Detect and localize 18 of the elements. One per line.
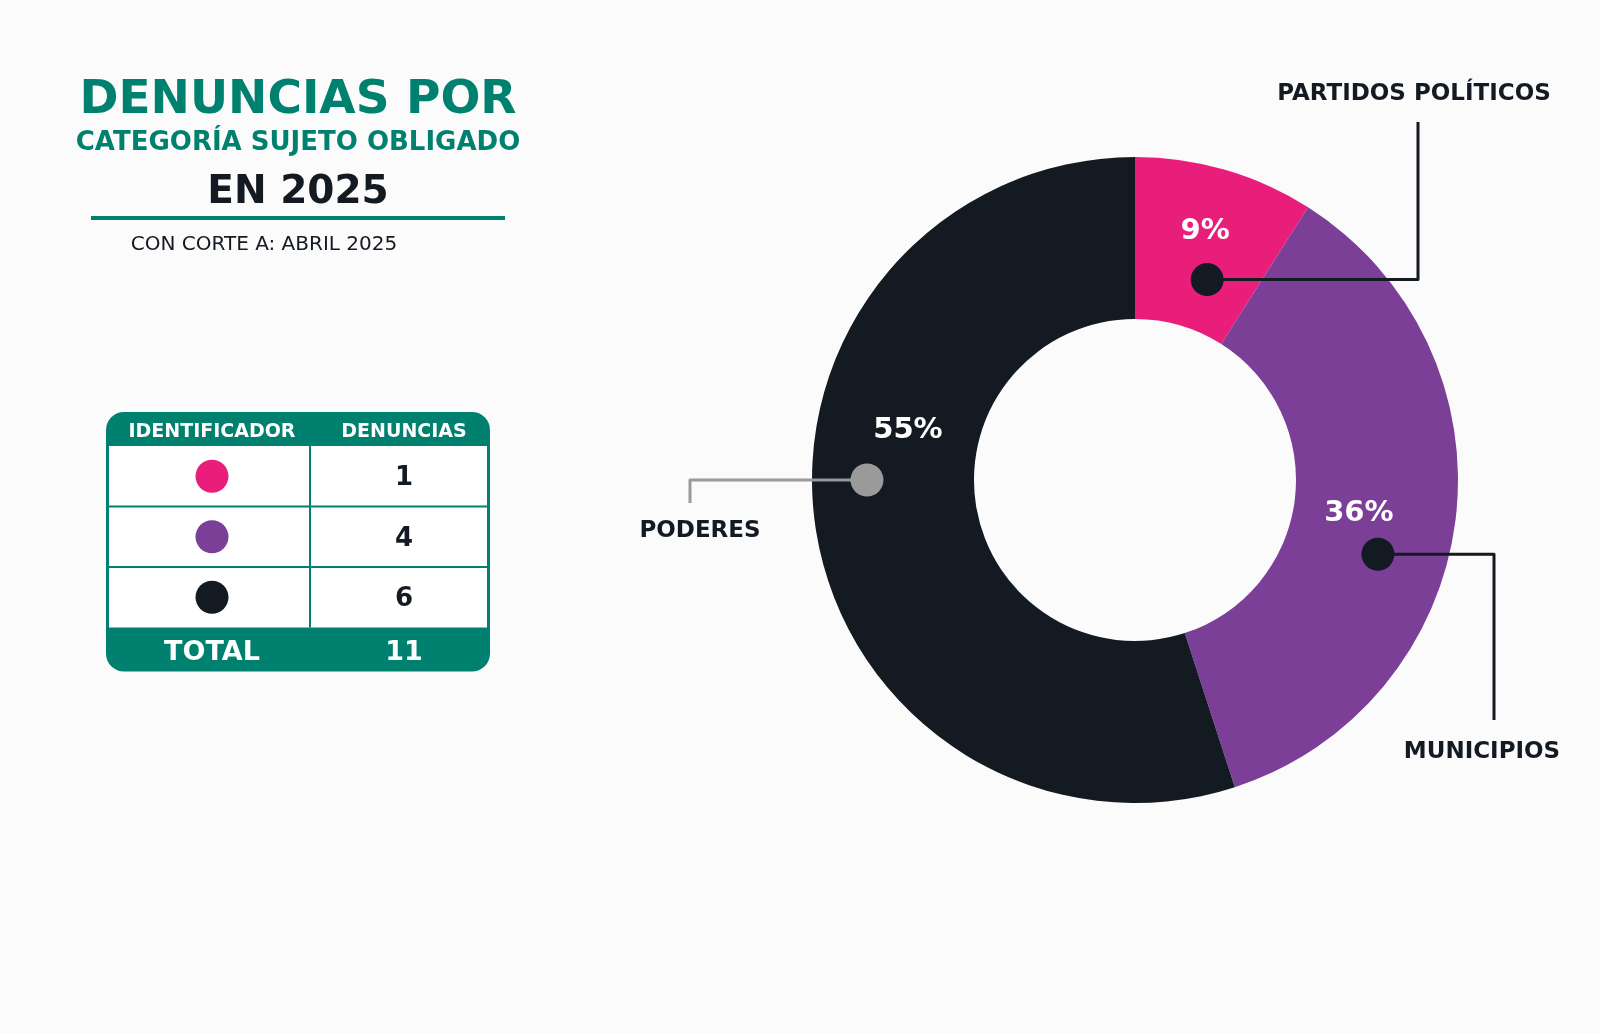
text: IDENTIFICADOR (128, 419, 296, 441)
slice-label: PARTIDOS POLÍTICOS (1277, 78, 1551, 105)
chart-title: DENUNCIAS POR CATEGORÍA SUJETO OBLIGADO (75, 69, 521, 156)
text: 6 (394, 582, 414, 613)
data-label: 9% (1180, 211, 1230, 246)
data-label: 55% (873, 410, 943, 445)
slice-label: PODERES (639, 516, 761, 542)
text: TOTAL (164, 634, 260, 666)
text: 1 (394, 461, 414, 492)
donut-slice (1135, 157, 1309, 345)
text: CON CORTE A: ABRIL 2025 (130, 231, 398, 255)
text: EN 2025 (207, 167, 389, 212)
text: DENUNCIAS (341, 419, 467, 441)
text: 11 (385, 634, 423, 666)
data-label: 36% (1324, 494, 1394, 529)
slice-label: MUNICIPIOS (1403, 737, 1561, 763)
donut-slice (812, 157, 1235, 803)
text: 4 (394, 521, 414, 552)
